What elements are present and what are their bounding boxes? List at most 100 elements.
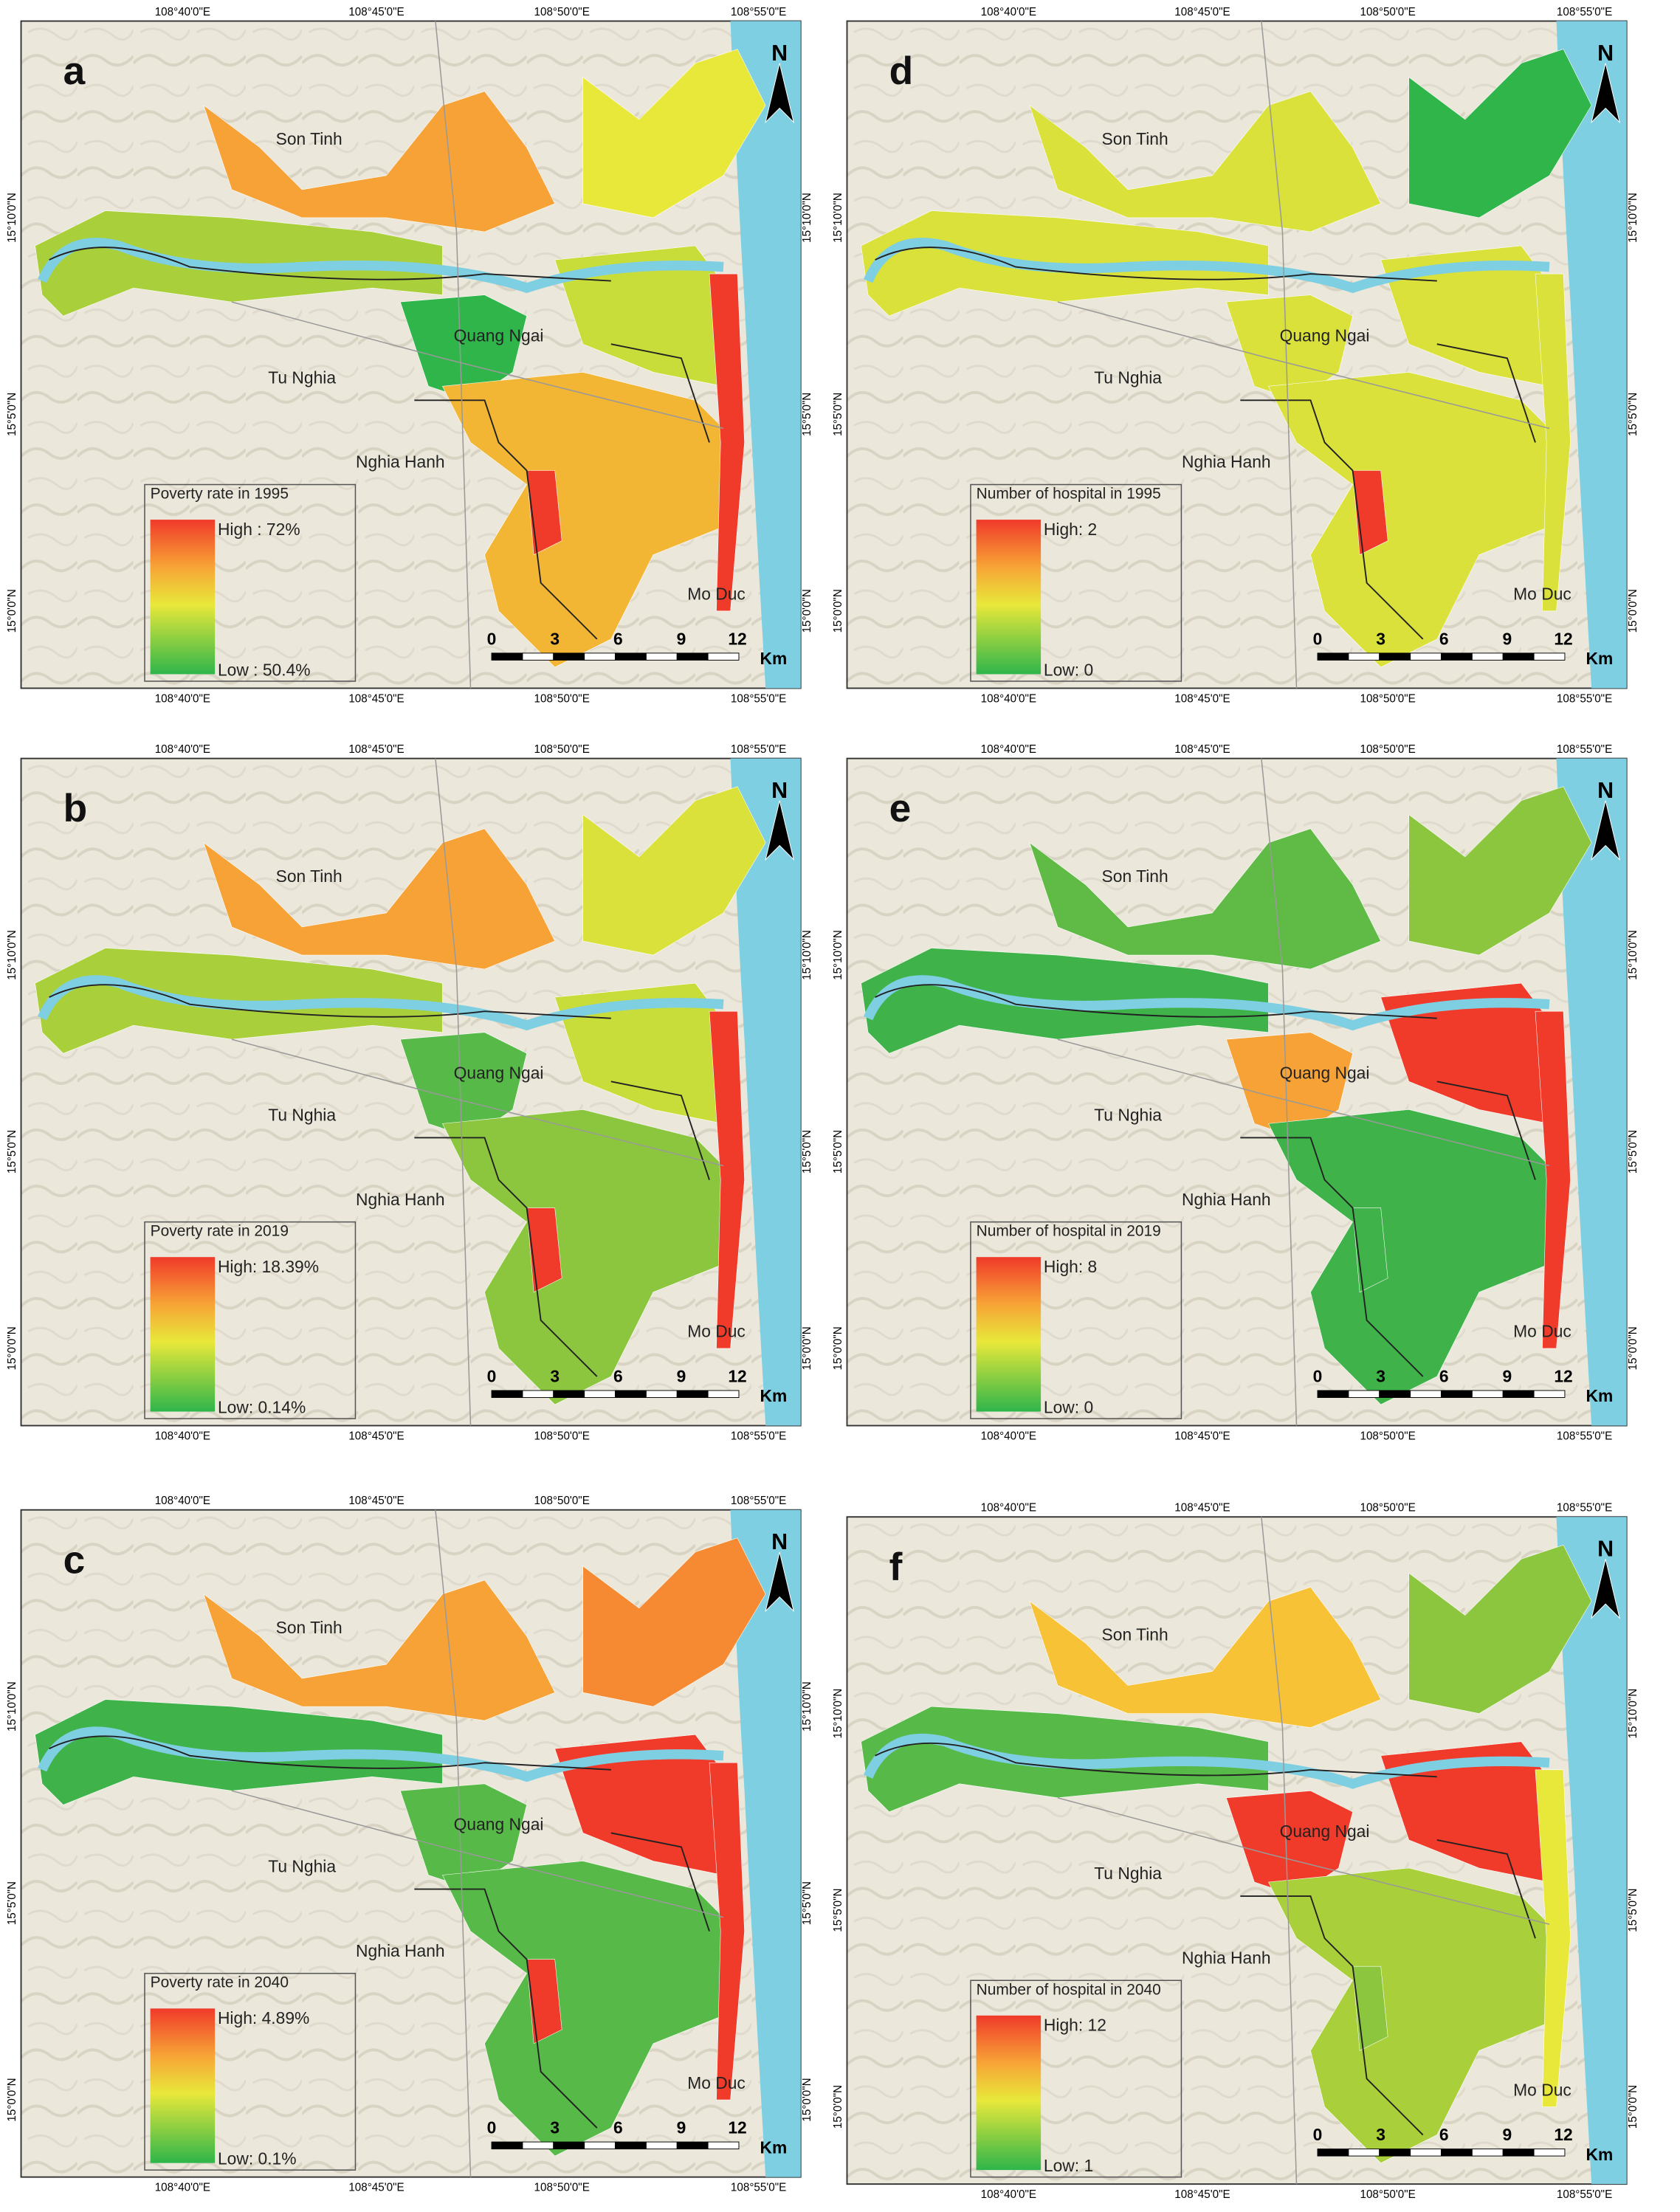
longitude-label: 108°40'0"E [981, 6, 1036, 18]
legend-box [970, 1221, 1182, 1419]
sea [1556, 1517, 1627, 2185]
scale-unit: Km [1586, 649, 1613, 668]
place-label: Son Tinh [276, 866, 342, 886]
latitude-label: 15°10'0"N [801, 1681, 813, 1732]
scale-bar [615, 2141, 647, 2150]
map-panel: a Son Tinh Quang Ngai Tu Nghia Nghia Hanh Mo … [6, 6, 813, 706]
river [863, 1733, 1550, 1789]
legend-high: High: 2 [1044, 520, 1097, 539]
latitude-label: 15°5'0"N [1627, 393, 1639, 436]
region [1408, 49, 1592, 218]
scale-label: 9 [677, 1367, 686, 1386]
north-label: N [771, 778, 788, 803]
latitude-label: 15°10'0"N [1627, 930, 1639, 980]
place-label: Nghia Hanh [356, 452, 445, 472]
place-label: Son Tinh [1102, 866, 1168, 886]
longitude-label: 108°50'0"E [1360, 6, 1415, 18]
scale-bar [1441, 2149, 1473, 2157]
legend-high: High: 4.89% [218, 2008, 309, 2027]
scale-label: 6 [613, 2118, 623, 2137]
longitude-label: 108°55'0"E [1557, 2188, 1612, 2201]
longitude-label: 108°45'0"E [348, 6, 404, 18]
legend-low: Low: 1 [1044, 2156, 1093, 2175]
scale-label: 3 [550, 629, 560, 648]
latitude-label: 15°10'0"N [832, 193, 844, 243]
region [1352, 1207, 1388, 1293]
longitude-label: 108°40'0"E [981, 1502, 1036, 1515]
place-label: Quang Ngai [1280, 325, 1370, 345]
district-boundary [49, 984, 710, 1377]
region [203, 91, 556, 232]
legend-title-box: Number of hospital in 2040 [977, 1982, 1161, 1999]
place-label: Mo Duc [687, 2073, 746, 2092]
latitude-label: 15°0'0"N [1627, 2085, 1639, 2129]
longitude-label: 108°55'0"E [1557, 1502, 1612, 1515]
legend-title: Poverty rate in 2019 [150, 1223, 289, 1241]
scale-label: 12 [728, 2118, 746, 2137]
scale-label: 3 [1376, 1367, 1385, 1386]
longitude-label: 108°55'0"E [1557, 1430, 1612, 1443]
place-label: Tu Nghia [268, 1106, 336, 1125]
latitude-label: 15°0'0"N [801, 589, 813, 633]
scale-bar [707, 2141, 740, 2150]
place-label: Mo Duc [1513, 585, 1571, 604]
scale-bar [1379, 2149, 1411, 2157]
latitude-label: 15°0'0"N [6, 1326, 18, 1370]
legend-ramp [976, 1257, 1042, 1412]
longitude-label: 108°40'0"E [155, 743, 210, 756]
legend-title: Poverty rate in 2040 [150, 1974, 289, 1992]
place-label: Son Tinh [276, 129, 342, 148]
legend-high: High: 18.39% [218, 1257, 319, 1276]
sea [730, 1509, 801, 2177]
scale-bar [584, 1390, 616, 1398]
scale-label: 3 [550, 2118, 560, 2137]
latitude-label: 15°0'0"N [832, 2085, 844, 2129]
roads [231, 758, 724, 1426]
longitude-label: 108°45'0"E [1174, 1502, 1230, 1515]
longitude-label: 108°55'0"E [1557, 6, 1612, 18]
place-label: Mo Duc [1513, 2080, 1571, 2099]
longitude-label: 108°45'0"E [348, 2182, 404, 2194]
legend-low: Low: 0.14% [218, 1397, 306, 1416]
scale-bar [1471, 652, 1504, 661]
longitude-label: 108°50'0"E [534, 6, 590, 18]
scale-bar [553, 2141, 585, 2150]
legend-title-box: Poverty rate in 2019 [150, 1223, 289, 1241]
longitude-label: 108°55'0"E [731, 2182, 786, 2194]
roads [231, 1509, 724, 2177]
scale-label: 12 [1554, 629, 1572, 648]
region [1535, 273, 1571, 612]
scale-bar [645, 652, 678, 661]
longitude-label: 108°40'0"E [155, 1430, 210, 1443]
scale-bar [645, 1390, 678, 1398]
scale-label: 0 [1313, 1367, 1323, 1386]
legend-low: Low: 0.1% [218, 2149, 297, 2168]
latitude-label: 15°0'0"N [6, 2078, 18, 2121]
place-label: Nghia Hanh [1182, 1948, 1271, 1967]
longitude-label: 108°50'0"E [534, 1430, 590, 1443]
roads [231, 21, 724, 689]
scale-unit: Km [1586, 1386, 1613, 1405]
scale-bar [1471, 1390, 1504, 1398]
latitude-label: 15°5'0"N [1627, 1130, 1639, 1174]
scale-bar [1410, 2149, 1442, 2157]
latitude-label: 15°10'0"N [832, 930, 844, 980]
scale-label: 0 [487, 1367, 497, 1386]
longitude-label: 108°50'0"E [534, 2182, 590, 2194]
latitude-label: 15°0'0"N [801, 2078, 813, 2121]
legend-box [970, 1980, 1182, 2178]
district-boundary [875, 247, 1536, 640]
longitude-label: 108°50'0"E [1360, 2188, 1415, 2201]
region [1408, 1544, 1592, 1714]
latitude-label: 15°10'0"N [832, 1689, 844, 1739]
longitude-label: 108°40'0"E [981, 2188, 1036, 2201]
region [526, 1959, 562, 2044]
place-label: Mo Duc [1513, 1322, 1571, 1341]
place-label: Tu Nghia [1094, 1864, 1162, 1883]
place-label: Son Tinh [1102, 129, 1168, 148]
scale-bar [1317, 652, 1349, 661]
legend-low: Low: 0 [1044, 1397, 1093, 1416]
latitude-label: 15°0'0"N [6, 589, 18, 633]
latitude-label: 15°10'0"N [801, 193, 813, 243]
scale-label: 3 [1376, 2125, 1385, 2144]
